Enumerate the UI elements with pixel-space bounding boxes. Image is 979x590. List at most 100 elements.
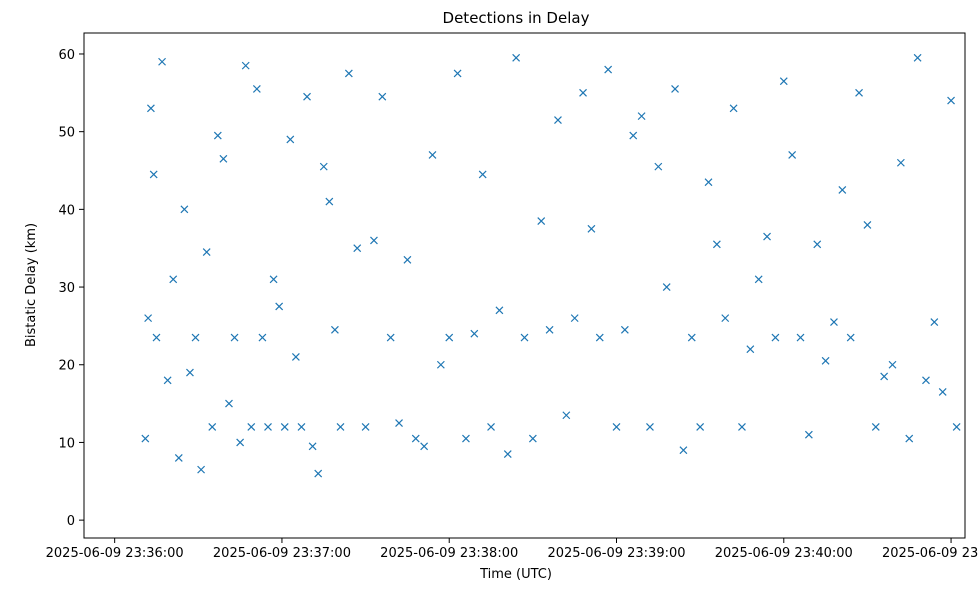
y-tick-label: 30 — [58, 281, 75, 296]
data-point — [487, 422, 495, 431]
data-point — [275, 302, 284, 311]
data-point — [236, 438, 245, 447]
data-point — [704, 178, 713, 187]
data-point — [291, 353, 300, 361]
data-point — [208, 422, 217, 431]
data-point — [629, 131, 638, 140]
data-point — [470, 329, 479, 338]
y-tick-label: 0 — [67, 514, 75, 529]
data-point — [428, 151, 437, 159]
data-point — [528, 434, 537, 443]
data-point — [286, 135, 295, 144]
data-point — [297, 422, 306, 431]
x-axis-ticks: 2025-06-09 23:36:00 2025-06-09 23:37:00 20… — [46, 538, 979, 561]
chart-title: Detections in Delay — [443, 9, 590, 27]
data-point — [570, 314, 579, 323]
data-point — [158, 57, 166, 66]
data-point — [654, 162, 663, 171]
x-tick-label: 2025-06-09 23:38:00 — [380, 546, 518, 561]
data-point — [330, 325, 339, 334]
data-point — [671, 85, 679, 93]
data-point — [225, 399, 233, 408]
y-tick-label: 60 — [58, 48, 75, 63]
data-point — [587, 224, 596, 233]
data-point — [612, 422, 621, 431]
y-tick-label: 40 — [58, 203, 75, 218]
data-point — [554, 116, 562, 124]
data-point — [252, 85, 261, 93]
data-point — [562, 411, 571, 420]
data-point — [579, 88, 587, 97]
data-point — [180, 205, 189, 214]
data-point — [386, 333, 395, 342]
data-point — [152, 333, 161, 342]
data-point — [258, 333, 267, 342]
data-point — [838, 186, 847, 194]
y-axis-ticks: 0 10 20 30 40 50 60 — [58, 48, 84, 529]
data-point — [230, 333, 239, 342]
data-point — [880, 372, 889, 381]
data-point — [905, 434, 914, 443]
data-point — [144, 314, 153, 323]
data-point — [495, 306, 504, 315]
data-point — [604, 65, 613, 74]
data-point — [537, 217, 546, 225]
data-point — [930, 318, 939, 326]
data-point — [503, 450, 512, 459]
x-tick-label: 2025-06-09 23:39:00 — [547, 546, 685, 561]
data-point — [169, 275, 178, 284]
data-point — [512, 53, 521, 62]
data-point — [804, 430, 813, 439]
data-point — [353, 244, 362, 253]
data-point — [303, 92, 311, 101]
data-point — [186, 368, 194, 377]
data-point — [938, 388, 947, 396]
data-point — [721, 314, 730, 323]
data-point — [813, 240, 822, 249]
data-point — [213, 131, 222, 140]
data-point — [738, 422, 746, 431]
y-tick-label: 10 — [58, 436, 75, 451]
data-point — [821, 356, 830, 365]
data-point — [520, 333, 529, 342]
data-point — [779, 77, 788, 86]
data-point — [763, 232, 771, 241]
data-point — [637, 112, 646, 121]
data-point — [308, 442, 317, 451]
data-point — [163, 376, 172, 385]
data-point — [846, 333, 855, 342]
data-point — [336, 422, 345, 431]
data-point — [149, 170, 158, 179]
y-axis-title: Bistatic Delay (km) — [24, 223, 39, 347]
data-point — [952, 422, 961, 431]
x-axis-title: Time (UTC) — [479, 567, 552, 582]
data-point — [830, 318, 838, 326]
data-point — [361, 422, 370, 431]
data-point — [319, 162, 328, 171]
data-point — [378, 92, 387, 101]
data-point — [219, 154, 228, 163]
data-point — [796, 333, 805, 342]
data-point — [896, 158, 905, 167]
data-point — [922, 376, 930, 385]
data-point — [754, 275, 763, 284]
data-point — [191, 333, 200, 342]
data-point — [746, 345, 755, 354]
plot-frame — [83, 32, 966, 539]
data-point — [395, 419, 403, 427]
data-point — [687, 333, 696, 342]
y-tick-label: 20 — [58, 359, 75, 374]
data-point — [662, 283, 671, 291]
data-point — [855, 88, 863, 97]
data-point — [436, 360, 445, 369]
data-point — [646, 422, 654, 431]
data-point — [729, 104, 738, 113]
data-point — [325, 197, 334, 206]
data-point — [595, 333, 604, 342]
data-point — [788, 151, 797, 159]
data-point — [913, 53, 922, 62]
data-point — [712, 240, 721, 249]
y-tick-label: 50 — [58, 126, 75, 141]
